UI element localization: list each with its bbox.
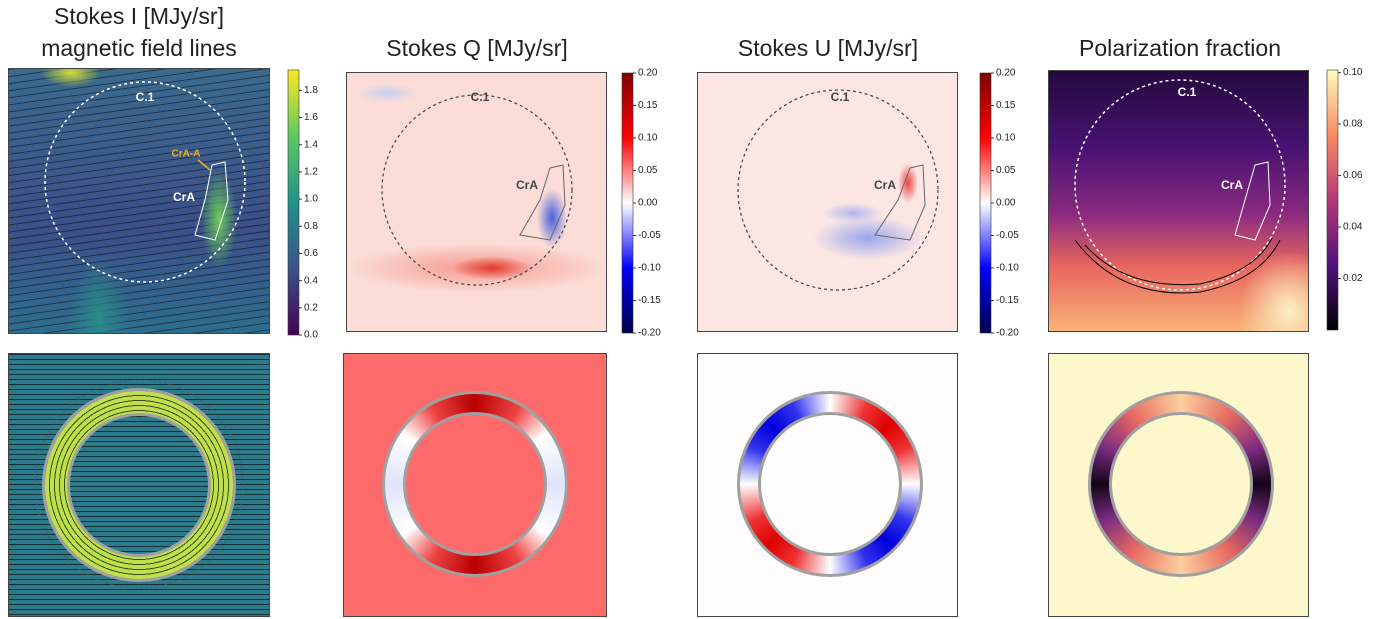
region-circle bbox=[1074, 79, 1286, 291]
stokes-q-map bbox=[346, 72, 607, 332]
colorbar-tick-label: 1.8 bbox=[304, 85, 318, 96]
annotation: C.1 bbox=[1178, 85, 1197, 99]
contour bbox=[1084, 237, 1273, 286]
region-circle bbox=[34, 379, 244, 589]
contour bbox=[1234, 161, 1271, 241]
colorbar-tick-label: -0.05 bbox=[996, 230, 1019, 241]
model-ring-hole bbox=[67, 413, 211, 557]
annotation: CrA bbox=[173, 190, 195, 204]
colorbar-tick-label: 0.05 bbox=[996, 165, 1016, 176]
colorbar-tick-label: 0.10 bbox=[1343, 67, 1363, 78]
stokes-u-map bbox=[697, 72, 958, 332]
colorbar-tick-label: 0.15 bbox=[996, 100, 1016, 111]
colorbar-tick-label: 0.10 bbox=[996, 133, 1016, 144]
colorbar-tick-label: 0.2 bbox=[304, 302, 318, 313]
stokes-i-map bbox=[8, 68, 270, 334]
annotation-arrow bbox=[197, 159, 211, 171]
contour bbox=[519, 164, 566, 241]
colorbar-tick-label: -0.20 bbox=[638, 328, 661, 339]
colorbar-tick-label: 0.10 bbox=[638, 133, 658, 144]
colorbar-tick-label: 0.06 bbox=[1343, 170, 1363, 181]
panel-title: Polarization fraction bbox=[1079, 35, 1281, 61]
colorbar-tick-label: -0.10 bbox=[996, 263, 1019, 274]
colorbar-tick-label: -0.05 bbox=[638, 230, 661, 241]
colorbar bbox=[621, 72, 634, 334]
pol-fraction-map bbox=[1048, 70, 1309, 332]
colorbar bbox=[1326, 69, 1339, 331]
colorbar-tick-label: 1.6 bbox=[304, 112, 318, 123]
region-circle bbox=[737, 89, 939, 291]
colorbar-tick-label: 0.0 bbox=[304, 330, 318, 341]
model-ring-hole bbox=[403, 412, 547, 556]
contour bbox=[1074, 239, 1281, 294]
annotation: C.1 bbox=[136, 90, 155, 104]
annotation: CrA-A bbox=[172, 149, 201, 160]
panel-title: Stokes U [MJy/sr] bbox=[738, 35, 918, 61]
colorbar-tick-label: 1.4 bbox=[304, 139, 318, 150]
annotation: C.1 bbox=[471, 90, 490, 104]
colorbar-tick-label: 0.00 bbox=[638, 198, 658, 209]
colorbar bbox=[979, 72, 992, 334]
colorbar-tick-label: -0.15 bbox=[996, 295, 1019, 306]
colorbar-tick-label: -0.10 bbox=[638, 263, 661, 274]
model-ring-hole bbox=[758, 412, 902, 556]
region-circle bbox=[44, 81, 246, 283]
model-ring-hole bbox=[1109, 412, 1253, 556]
colorbar-tick-label: 0.02 bbox=[1343, 273, 1363, 284]
colorbar-tick-label: 0.20 bbox=[996, 68, 1016, 79]
colorbar-tick-label: -0.15 bbox=[638, 295, 661, 306]
colorbar-tick-label: 0.04 bbox=[1343, 222, 1363, 233]
colorbar-tick-label: -0.20 bbox=[996, 328, 1019, 339]
colorbar-tick-label: 0.00 bbox=[996, 198, 1016, 209]
annotation: CrA bbox=[1221, 178, 1243, 192]
contour bbox=[874, 164, 926, 241]
colorbar-tick-label: 0.20 bbox=[638, 68, 658, 79]
panel-title: Stokes Q [MJy/sr] bbox=[386, 35, 567, 61]
colorbar-tick-label: 1.0 bbox=[304, 194, 318, 205]
region-circle bbox=[381, 94, 573, 286]
contour bbox=[194, 161, 229, 241]
colorbar-tick-label: 0.08 bbox=[1343, 119, 1363, 130]
colorbar bbox=[287, 69, 300, 336]
panel-subtitle: magnetic field lines bbox=[41, 35, 237, 61]
colorbar-tick-label: 0.05 bbox=[638, 165, 658, 176]
colorbar-tick-label: 0.8 bbox=[304, 221, 318, 232]
annotation: CrA bbox=[516, 178, 538, 192]
colorbar-tick-label: 0.15 bbox=[638, 100, 658, 111]
colorbar-tick-label: 1.2 bbox=[304, 167, 318, 178]
annotation: CrA bbox=[874, 178, 896, 192]
colorbar-tick-label: 0.4 bbox=[304, 275, 318, 286]
annotation: C.1 bbox=[831, 90, 850, 104]
panel-title: Stokes I [MJy/sr] bbox=[54, 3, 224, 29]
colorbar-tick-label: 0.6 bbox=[304, 248, 318, 259]
